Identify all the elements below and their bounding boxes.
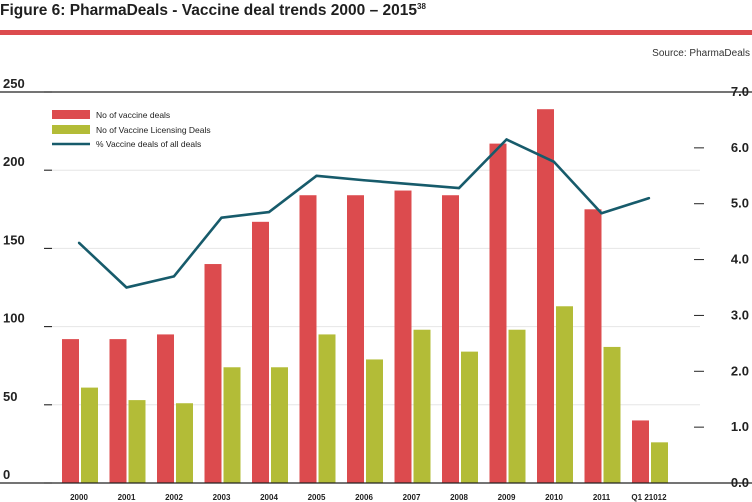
x-tick-label: 2004 xyxy=(260,493,278,502)
y-tick-label: 250 xyxy=(3,76,25,91)
bar-vaccine-deals xyxy=(489,143,507,483)
x-tick-label: 2011 xyxy=(593,493,611,502)
bar-licensing-deals xyxy=(603,346,621,483)
title-divider xyxy=(0,30,752,35)
line-point xyxy=(600,212,603,215)
x-tick-label: 2010 xyxy=(545,493,563,502)
line-point xyxy=(457,186,461,190)
y-tick-label: 200 xyxy=(3,154,25,169)
line-point xyxy=(77,241,81,245)
axes: 0 50 100 150 200 250 0.0 1.0 2.0 3.0 4.0 5.0 6.0 7.0 2… xyxy=(0,76,752,502)
y2-tick-label: 2.0 xyxy=(731,363,749,378)
y2-tick-label: 3.0 xyxy=(731,307,749,322)
x-tick-label: 2002 xyxy=(165,493,183,502)
bar-licensing-deals xyxy=(508,329,526,483)
bar-vaccine-deals xyxy=(299,195,317,483)
x-tick-label: 2006 xyxy=(355,493,373,502)
line-point xyxy=(647,196,651,200)
x-tick-label: 2008 xyxy=(450,493,468,502)
legend-swatch-licensing-deals xyxy=(52,125,90,134)
legend-label-licensing-deals: No of Vaccine Licensing Deals xyxy=(96,125,211,135)
legend-label-vaccine-deals: No of vaccine deals xyxy=(96,110,170,120)
bar-licensing-deals xyxy=(128,400,146,483)
bar-licensing-deals xyxy=(176,403,193,483)
x-tick-label: 2001 xyxy=(118,493,136,502)
figure-title-text: Figure 6: PharmaDeals - Vaccine deal tre… xyxy=(0,2,417,20)
bar-licensing-deals xyxy=(81,387,98,483)
line-point xyxy=(552,160,556,164)
bar-vaccine-deals xyxy=(62,339,79,483)
line-point xyxy=(172,275,176,278)
y2-tick-label: 0.0 xyxy=(731,475,749,490)
bar-vaccine-deals xyxy=(537,109,554,483)
percent-line xyxy=(77,138,651,289)
bar-vaccine-deals xyxy=(347,195,364,483)
bar-licensing-deals xyxy=(223,367,241,483)
bar-vaccine-deals xyxy=(204,264,222,483)
bar-licensing-deals xyxy=(556,306,573,483)
y-tick-label: 150 xyxy=(3,232,25,247)
x-tick-label: 2000 xyxy=(70,493,88,502)
y-tick-label: 0 xyxy=(3,467,10,482)
y2-tick-label: 6.0 xyxy=(731,140,749,155)
y2-tick-label: 7.0 xyxy=(731,84,749,99)
source-note: Source: PharmaDeals xyxy=(652,48,750,59)
bar-licensing-deals xyxy=(651,442,668,483)
x-tick-label: Q1 21012 xyxy=(631,493,667,502)
legend-label-percent-line: % Vaccine deals of all deals xyxy=(96,139,201,149)
line-point xyxy=(267,210,271,214)
x-tick-label: 2007 xyxy=(403,493,421,502)
bar-licensing-deals xyxy=(318,334,336,483)
bar-vaccine-deals xyxy=(157,334,174,483)
line-point xyxy=(125,286,128,289)
bar-vaccine-deals xyxy=(109,339,127,483)
y-tick-label: 50 xyxy=(3,389,17,404)
bar-licensing-deals xyxy=(366,359,383,483)
line-point xyxy=(315,174,318,177)
y2-tick-label: 4.0 xyxy=(731,252,749,267)
figure-title-footnote: 38 xyxy=(417,2,426,11)
line-point xyxy=(505,138,508,141)
legend-swatch-vaccine-deals xyxy=(52,110,90,119)
y2-tick-label: 1.0 xyxy=(731,419,749,434)
y2-tick-label: 5.0 xyxy=(731,196,749,211)
bar-vaccine-deals xyxy=(442,195,459,483)
x-tick-label: 2009 xyxy=(498,493,516,502)
x-tick-label: 2003 xyxy=(213,493,231,502)
legend: No of vaccine deals No of Vaccine Licensi… xyxy=(52,110,211,149)
y-tick-label: 100 xyxy=(3,311,25,326)
x-tick-label: 2005 xyxy=(308,493,326,502)
bar-vaccine-deals xyxy=(252,221,269,483)
bar-vaccine-deals xyxy=(632,420,649,483)
line-point xyxy=(410,182,413,186)
line-point xyxy=(220,216,223,219)
bar-licensing-deals xyxy=(413,329,431,483)
bars xyxy=(62,109,668,484)
bar-vaccine-deals xyxy=(584,209,602,484)
bar-licensing-deals xyxy=(461,351,478,483)
bar-licensing-deals xyxy=(271,367,288,483)
line-point xyxy=(362,179,366,182)
figure-title: Figure 6: PharmaDeals - Vaccine deal tre… xyxy=(0,2,426,20)
bar-vaccine-deals xyxy=(394,190,412,484)
